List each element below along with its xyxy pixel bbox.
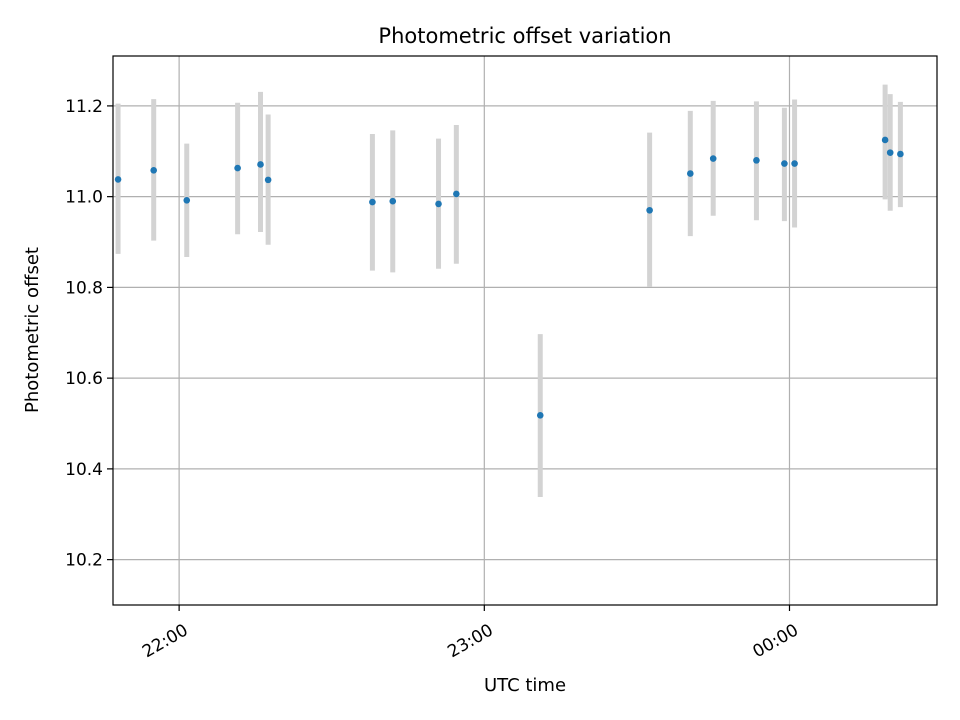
data-point <box>264 176 272 184</box>
data-point <box>886 149 894 156</box>
chart-title: Photometric offset variation <box>378 24 671 48</box>
data-point <box>435 200 442 208</box>
y-tick-label: 11.0 <box>65 188 103 208</box>
data-point <box>687 170 694 177</box>
y-tick-label: 10.6 <box>65 369 103 389</box>
y-axis-label: Photometric offset <box>22 247 43 413</box>
data-point <box>881 136 889 144</box>
grid <box>113 56 937 605</box>
data-point <box>536 412 544 419</box>
data-point <box>389 197 397 205</box>
data-point <box>150 167 157 174</box>
data-point <box>369 198 376 206</box>
y-axis-ticks: 10.2 10.4 10.6 10.8 11.0 11.2 <box>65 97 113 571</box>
y-tick-label: 10.8 <box>65 278 103 298</box>
data-point <box>709 155 717 162</box>
y-tick-label: 10.2 <box>65 551 103 571</box>
y-tick-label: 10.4 <box>65 460 103 480</box>
y-tick-label: 11.2 <box>65 97 103 117</box>
data-point <box>114 176 122 183</box>
data-point <box>781 160 788 167</box>
data-point <box>453 190 460 198</box>
data-point <box>257 161 264 168</box>
plot-frame <box>112 55 938 606</box>
data-point <box>791 160 798 167</box>
data-point <box>897 150 904 158</box>
data-point <box>753 157 760 164</box>
data-point <box>183 196 191 204</box>
data-point <box>646 206 653 214</box>
x-axis-label: UTC time <box>484 675 566 696</box>
data-points <box>114 136 904 419</box>
data-point <box>234 164 241 172</box>
